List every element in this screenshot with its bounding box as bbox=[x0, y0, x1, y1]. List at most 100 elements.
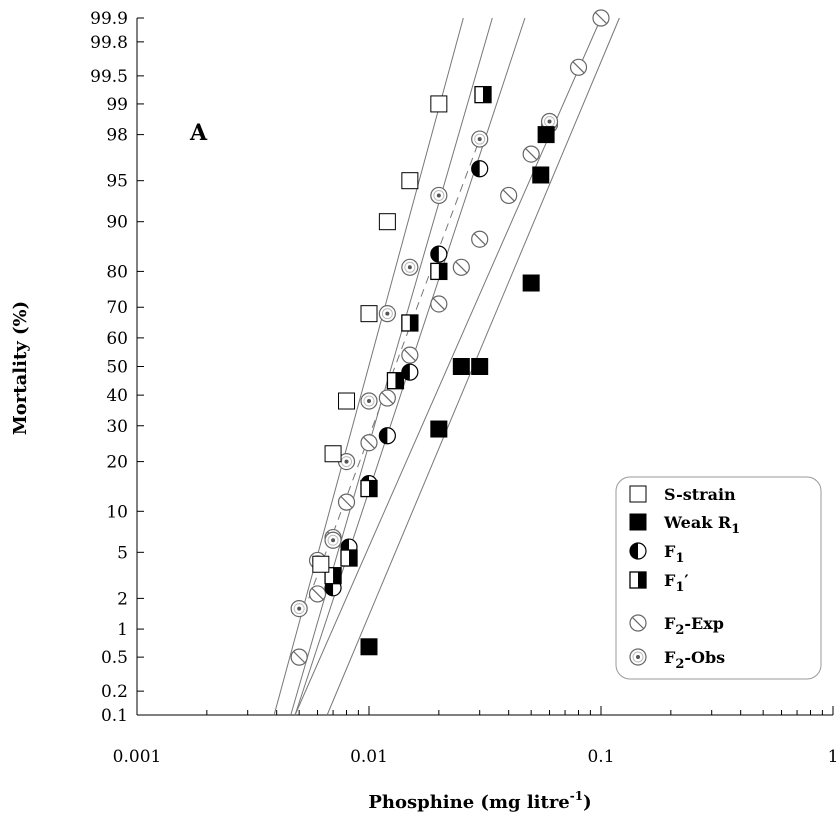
y-tick-label: 30 bbox=[106, 417, 128, 437]
y-tick-label: 20 bbox=[106, 453, 128, 473]
regression-lines bbox=[273, 17, 620, 716]
marker-slash bbox=[455, 261, 468, 274]
y-tick-label: 60 bbox=[106, 329, 128, 349]
marker-slash bbox=[502, 189, 515, 202]
marker-ring bbox=[381, 308, 393, 320]
marker-dot bbox=[636, 655, 640, 659]
x-axis-title: Phosphine (mg litre-1) bbox=[368, 789, 591, 813]
legend-marker bbox=[629, 571, 647, 589]
marker-shape bbox=[324, 445, 342, 463]
data-point bbox=[360, 479, 378, 498]
data-points bbox=[290, 9, 610, 666]
data-point bbox=[537, 126, 555, 144]
x-tick-label: 1 bbox=[828, 747, 837, 767]
legend-marker bbox=[629, 648, 647, 666]
panel-label: A bbox=[189, 120, 208, 146]
data-point bbox=[312, 555, 330, 573]
data-point bbox=[430, 295, 448, 313]
marker-fill bbox=[349, 550, 358, 567]
legend-label: F2-Obs bbox=[664, 648, 725, 672]
marker-shape bbox=[312, 555, 330, 573]
marker-fill bbox=[638, 572, 646, 588]
y-tick-label: 1 bbox=[117, 620, 128, 640]
data-point bbox=[324, 445, 342, 463]
data-point bbox=[592, 9, 610, 27]
marker-dot bbox=[344, 459, 349, 464]
data-point bbox=[430, 420, 448, 438]
marker-slash bbox=[403, 349, 416, 362]
marker-dot bbox=[385, 311, 390, 316]
fit-line bbox=[308, 138, 481, 599]
data-point bbox=[522, 274, 540, 292]
y-tick-label: 70 bbox=[106, 298, 128, 318]
marker-shape bbox=[537, 126, 555, 144]
legend-label: Weak R1 bbox=[663, 513, 740, 537]
x-tick-label: 0.01 bbox=[350, 747, 388, 767]
marker-shape bbox=[522, 274, 540, 292]
legend-label-suffix: -Exp bbox=[684, 614, 724, 633]
data-point bbox=[337, 493, 356, 511]
data-point bbox=[430, 186, 448, 205]
legend-label: F2-Exp bbox=[664, 614, 724, 638]
marker-shape bbox=[430, 420, 448, 438]
legend-label-base: F bbox=[664, 614, 676, 633]
data-point bbox=[532, 166, 550, 184]
marker-fill bbox=[395, 372, 404, 389]
legend-label-base: F bbox=[664, 542, 676, 561]
marker-fill bbox=[471, 160, 480, 177]
marker-dot bbox=[297, 606, 302, 611]
y-tick-label: 95 bbox=[106, 172, 128, 192]
legend-marker bbox=[629, 614, 647, 632]
data-point bbox=[471, 230, 489, 248]
marker-shape bbox=[378, 213, 396, 231]
legend-label: F1′ bbox=[664, 571, 689, 595]
y-tick-label: 2 bbox=[117, 589, 128, 609]
data-point bbox=[540, 112, 559, 131]
data-point bbox=[430, 245, 448, 263]
marker-slash bbox=[595, 12, 607, 24]
data-point bbox=[290, 600, 308, 618]
y-tick-label: 0.5 bbox=[101, 648, 128, 668]
legend-label: F1 bbox=[664, 542, 684, 566]
marker-slash bbox=[473, 233, 486, 246]
marker-ring bbox=[293, 603, 305, 615]
marker-shape bbox=[532, 166, 550, 184]
y-tick-label: 98 bbox=[106, 126, 128, 146]
marker-slash bbox=[572, 61, 585, 74]
y-axis: 0.1 0.2 0.5 1 2 5 10 20 30 40 50 60 70 80 90 95 98 99 99.5… bbox=[90, 9, 144, 726]
data-point bbox=[471, 358, 489, 375]
marker-shape bbox=[629, 513, 647, 531]
legend-label-subscript: 1 bbox=[675, 580, 684, 595]
data-point bbox=[430, 262, 448, 281]
y-tick-label: 10 bbox=[106, 502, 128, 522]
y-tick-label: 99 bbox=[106, 95, 128, 115]
marker-slash bbox=[432, 298, 445, 310]
marker-shape bbox=[360, 638, 378, 656]
fit-line bbox=[273, 17, 464, 716]
data-point bbox=[386, 372, 405, 390]
y-tick-label: 50 bbox=[106, 358, 128, 378]
legend-label-subscript: 2 bbox=[675, 623, 684, 638]
marker-slash bbox=[525, 148, 538, 161]
data-point bbox=[378, 389, 396, 407]
data-point bbox=[401, 314, 419, 332]
y-tick-label: 0.2 bbox=[101, 682, 128, 702]
marker-shape bbox=[452, 358, 470, 375]
marker-ring bbox=[363, 395, 375, 407]
legend-box bbox=[615, 476, 822, 680]
data-point bbox=[522, 145, 540, 163]
marker-ring bbox=[404, 261, 416, 273]
legend-label-base: S-strain bbox=[664, 485, 736, 504]
marker-shape bbox=[430, 95, 448, 113]
legend-label-suffix: -Obs bbox=[684, 648, 725, 667]
marker-slash bbox=[293, 651, 306, 664]
marker-dot bbox=[547, 119, 552, 124]
data-point bbox=[360, 305, 378, 323]
data-point bbox=[452, 258, 470, 276]
data-point bbox=[338, 392, 356, 410]
marker-dot bbox=[331, 538, 336, 543]
legend-label: S-strain bbox=[664, 485, 736, 504]
marker-fill bbox=[333, 567, 342, 584]
legend-label-base: F bbox=[664, 648, 676, 667]
